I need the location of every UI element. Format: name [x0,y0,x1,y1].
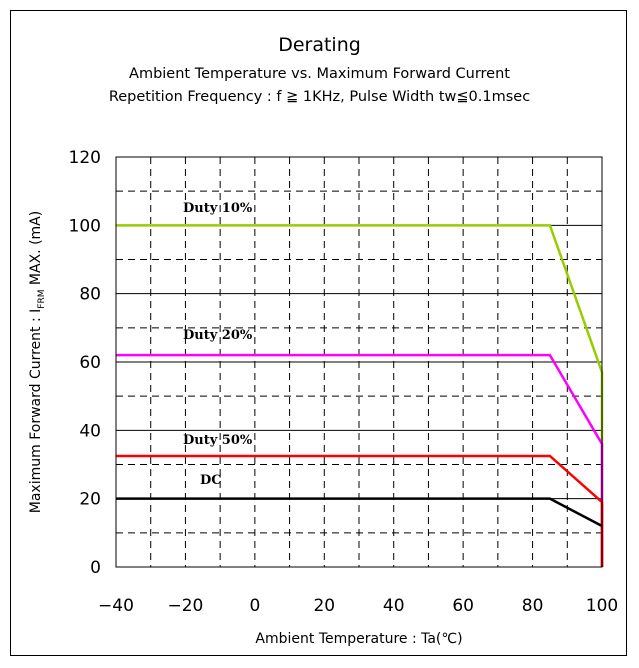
y-tick-label: 100 [69,216,101,236]
y-axis-label-subscript: FRM [37,290,47,309]
x-tick-label: −20 [167,596,203,616]
x-tick-label: 60 [452,596,474,616]
x-tick-label: 40 [383,596,405,616]
x-tick-label: 100 [586,596,618,616]
y-tick-label: 80 [79,285,101,305]
y-tick-label: 20 [79,490,101,510]
series-label-3: DC [200,473,222,488]
x-tick-label: 80 [522,596,544,616]
series-label-2: Duty 50% [183,433,253,448]
y-axis-label: Maximum Forward Current : IFRM MAX. (mA) [28,211,47,513]
y-tick-label: 40 [79,421,101,441]
x-tick-label: 0 [249,596,260,616]
chart-subtitle-2: Repetition Frequency : f ≧ 1KHz, Pulse W… [108,89,531,105]
y-tick-label: 60 [79,353,101,373]
series-label-1: Duty 20% [183,328,253,343]
x-tick-labels: −40 −20 0 20 40 60 80 100 [98,596,618,616]
series-labels: Duty 10% Duty 20% Duty 50% DC [183,201,253,488]
x-tick-label: −40 [98,596,134,616]
series-line-3 [116,497,603,528]
chart-subtitle-1: Ambient Temperature vs. Maximum Forward … [129,66,510,82]
y-tick-label: 120 [69,148,101,168]
plot-border [115,156,603,568]
grid [116,157,602,567]
chart-title: Derating [278,34,361,56]
y-tick-label: 0 [90,558,101,578]
y-axis-label-prefix: Maximum Forward Current : I [28,309,44,514]
x-tick-label: 20 [313,596,335,616]
chart-frame [10,10,627,656]
series-label-0: Duty 10% [183,201,253,216]
x-axis-label: Ambient Temperature : Ta(℃) [255,631,462,647]
y-axis-label-suffix: MAX. (mA) [28,211,44,290]
y-tick-labels: 0 20 40 60 80 100 120 [69,148,101,578]
